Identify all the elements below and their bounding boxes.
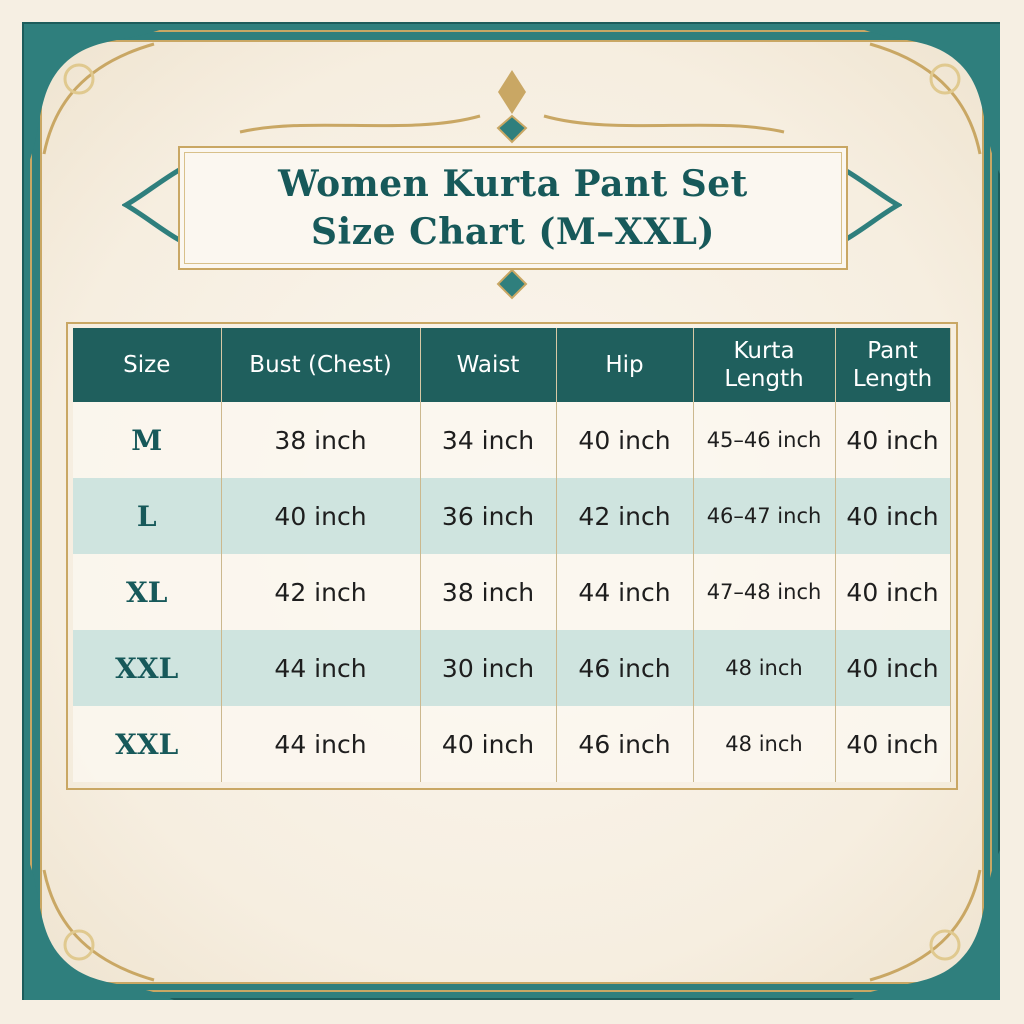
column-header-size: Size	[73, 328, 222, 402]
cell-bust: 44 inch	[221, 706, 421, 782]
cell-kurta-length: 46–47 inch	[693, 478, 836, 554]
cell-size: M	[73, 402, 222, 478]
cell-size: XXL	[73, 706, 222, 782]
cell-pant-length: 40 inch	[835, 554, 951, 630]
cell-kurta-length: 48 inch	[693, 630, 836, 706]
table-row: M 38 inch 34 inch 40 inch 45–46 inch 40 inch	[73, 402, 951, 478]
corner-ornament-icon	[850, 24, 1000, 174]
cell-pant-length: 40 inch	[835, 706, 951, 782]
corner-ornament-icon	[850, 850, 1000, 1000]
cell-pant-length: 40 inch	[835, 402, 951, 478]
cell-hip: 46 inch	[556, 630, 694, 706]
cell-waist: 30 inch	[420, 630, 557, 706]
cell-size: L	[73, 478, 222, 554]
cell-hip: 44 inch	[556, 554, 694, 630]
page-title: Women Kurta Pant Set	[278, 163, 748, 205]
cell-pant-length: 40 inch	[835, 478, 951, 554]
table-row: XL 42 inch 38 inch 44 inch 47–48 inch 40 inch	[73, 554, 951, 630]
bottom-diamond-icon	[496, 268, 528, 300]
cell-waist: 34 inch	[420, 402, 557, 478]
cell-hip: 40 inch	[556, 402, 694, 478]
cell-size: XL	[73, 554, 222, 630]
cell-waist: 36 inch	[420, 478, 557, 554]
table-frame	[66, 322, 958, 790]
cell-pant-length: 40 inch	[835, 630, 951, 706]
cell-kurta-length: 45–46 inch	[693, 402, 836, 478]
size-chart-table: Size Bust (Chest) Waist Hip Kurta Length…	[73, 328, 951, 782]
cell-size: XXL	[73, 630, 222, 706]
cell-hip: 42 inch	[556, 478, 694, 554]
top-flourish-icon	[239, 70, 785, 144]
cell-hip: 46 inch	[556, 706, 694, 782]
cell-bust: 42 inch	[221, 554, 421, 630]
cell-waist: 38 inch	[420, 554, 557, 630]
corner-ornament-icon	[24, 24, 174, 174]
column-header-hip: Hip	[556, 328, 694, 402]
table-row: L 40 inch 36 inch 42 inch 46–47 inch 40 inch	[73, 478, 951, 554]
table-row: XXL 44 inch 30 inch 46 inch 48 inch 40 inch	[73, 630, 951, 706]
cell-waist: 40 inch	[420, 706, 557, 782]
corner-ornament-icon	[24, 850, 174, 1000]
cell-bust: 38 inch	[221, 402, 421, 478]
cell-bust: 44 inch	[221, 630, 421, 706]
column-header-waist: Waist	[420, 328, 557, 402]
page-subtitle: Size Chart (M–XXL)	[311, 211, 715, 253]
header-row: Size Bust (Chest) Waist Hip Kurta Length…	[73, 328, 951, 402]
table-row: XXL 44 inch 40 inch 46 inch 48 inch 40 inch	[73, 706, 951, 782]
column-header-pant-length: Pant Length	[835, 328, 951, 402]
column-header-bust: Bust (Chest)	[221, 328, 421, 402]
column-header-kurta-length: Kurta Length	[693, 328, 836, 402]
cell-kurta-length: 47–48 inch	[693, 554, 836, 630]
title-banner: Women Kurta Pant Set Size Chart (M–XXL)	[178, 146, 848, 270]
cell-kurta-length: 48 inch	[693, 706, 836, 782]
gold-border	[30, 30, 992, 992]
cell-bust: 40 inch	[221, 478, 421, 554]
